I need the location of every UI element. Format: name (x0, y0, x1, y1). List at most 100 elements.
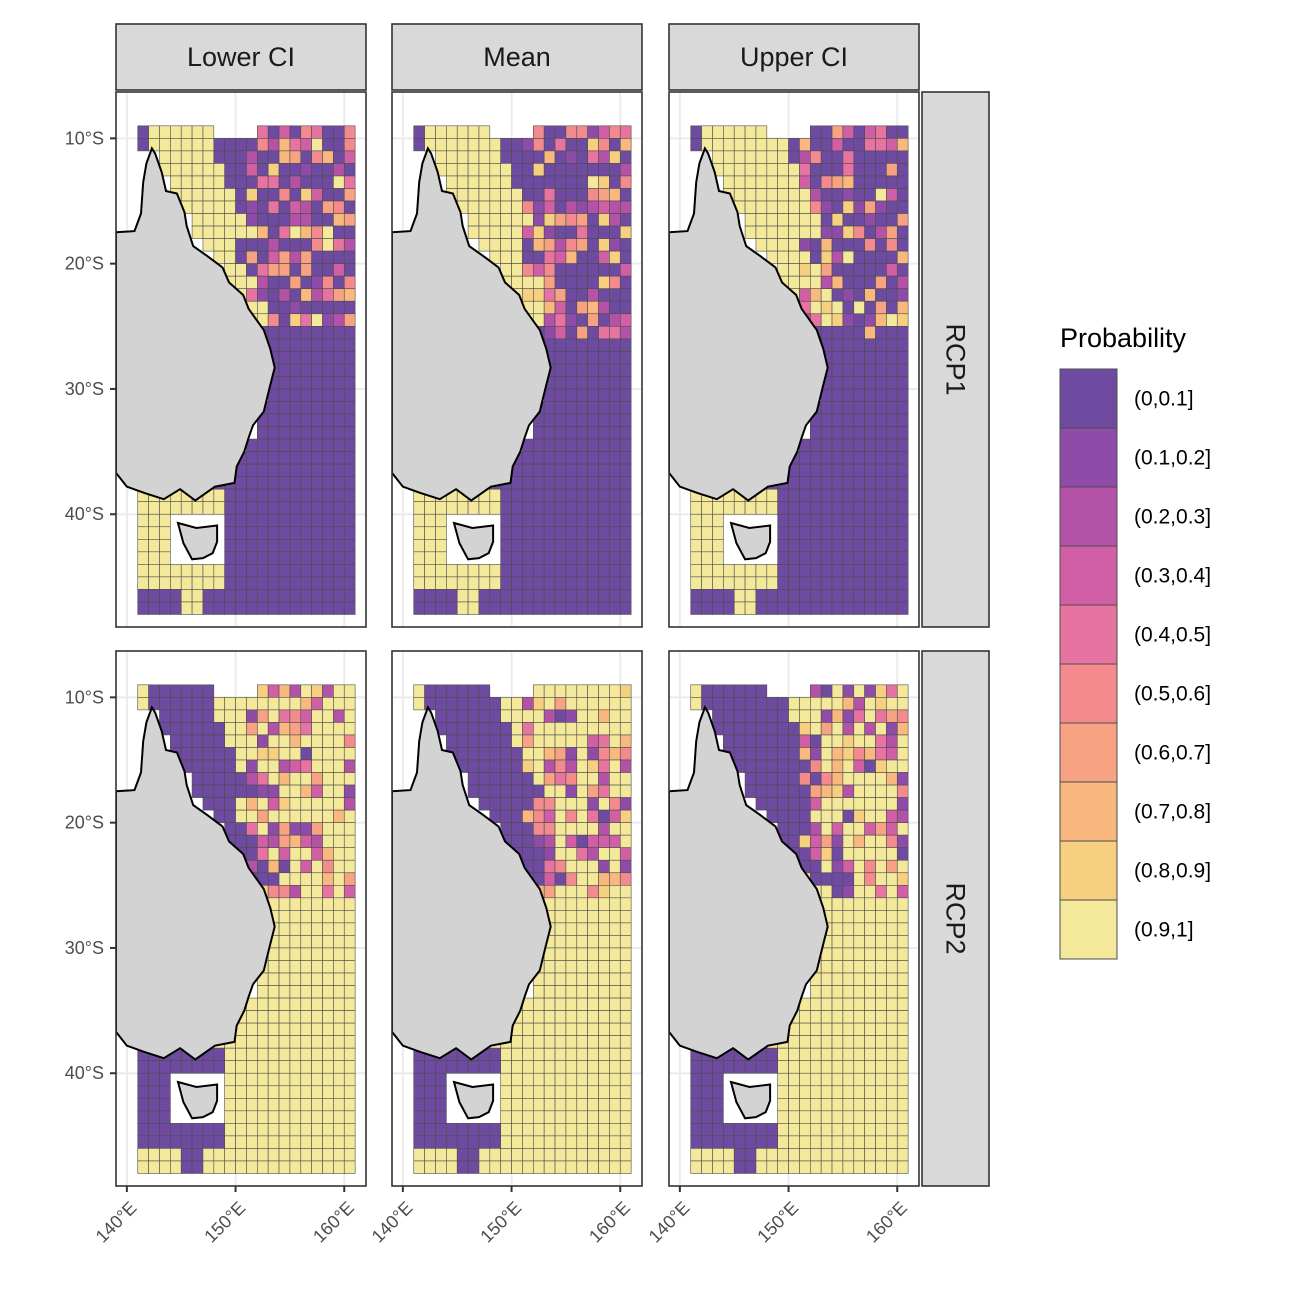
grid-cell (511, 200, 523, 214)
grid-cell (159, 684, 171, 698)
grid-cell (820, 1135, 833, 1149)
grid-cell (311, 684, 323, 698)
grid-cell (598, 1135, 610, 1149)
grid-cell (831, 1148, 844, 1162)
grid-cell (511, 538, 523, 553)
grid-cell (576, 759, 588, 773)
grid-cell (456, 1135, 469, 1149)
grid-cell (489, 784, 501, 798)
grid-cell (256, 1072, 269, 1087)
grid-cell (256, 722, 269, 736)
grid-cell (766, 138, 779, 152)
grid-cell (619, 300, 632, 315)
grid-cell (256, 513, 269, 528)
grid-cell (511, 759, 523, 773)
grid-cell (267, 1047, 280, 1062)
grid-cell (831, 1035, 844, 1049)
grid-cell (598, 1098, 610, 1112)
grid-cell (799, 1123, 811, 1137)
grid-cell (799, 1010, 811, 1024)
grid-cell (766, 722, 779, 736)
grid-cell (180, 747, 193, 761)
grid-cell (456, 576, 469, 590)
row-strip-label: RCP2 (941, 882, 971, 954)
grid-cell (576, 985, 588, 999)
grid-cell (809, 476, 822, 490)
grid-cell (500, 709, 512, 723)
grid-cell (532, 263, 545, 277)
grid-cell (289, 313, 302, 327)
grid-cell (333, 1110, 345, 1124)
grid-cell (235, 772, 247, 786)
grid-cell (820, 822, 833, 836)
grid-cell (842, 1160, 855, 1174)
grid-cell (598, 1022, 610, 1036)
grid-cell (554, 897, 567, 911)
grid-cell (267, 576, 280, 590)
grid-cell (755, 1148, 768, 1162)
grid-cell (278, 426, 291, 440)
grid-cell (246, 847, 258, 861)
grid-cell (246, 1135, 258, 1149)
grid-cell (755, 1060, 768, 1074)
grid-cell (733, 697, 746, 711)
grid-cell (565, 150, 578, 164)
grid-cell (820, 960, 833, 974)
grid-cell (755, 175, 768, 189)
grid-cell (333, 722, 345, 736)
grid-cell (333, 288, 345, 302)
grid-cell (886, 564, 898, 578)
grid-cell (435, 1098, 447, 1112)
grid-cell (424, 501, 436, 515)
grid-cell (864, 376, 876, 390)
grid-cell (311, 238, 323, 252)
grid-cell (853, 200, 865, 214)
grid-cell (619, 313, 632, 327)
grid-cell (137, 1072, 149, 1087)
grid-cell (587, 1010, 599, 1024)
grid-cell (619, 1148, 632, 1162)
grid-cell (278, 413, 291, 427)
grid-cell (777, 488, 789, 503)
grid-cell (799, 709, 811, 723)
grid-cell (300, 413, 312, 427)
grid-cell (478, 1060, 491, 1074)
grid-cell (799, 797, 811, 811)
grid-cell (333, 734, 345, 748)
grid-cell (180, 1135, 193, 1149)
grid-cell (820, 238, 833, 252)
grid-cell (322, 438, 334, 452)
grid-cell (777, 1047, 789, 1062)
grid-cell (788, 513, 800, 528)
grid-cell (311, 722, 323, 736)
grid-cell (343, 275, 356, 290)
grid-cell (246, 772, 258, 786)
grid-cell (300, 125, 312, 139)
grid-cell (256, 551, 269, 565)
grid-cell (478, 175, 491, 189)
legend-key (1059, 663, 1118, 724)
grid-cell (565, 1098, 578, 1112)
grid-cell (202, 772, 215, 786)
grid-cell (522, 538, 534, 553)
grid-cell (333, 225, 345, 239)
grid-cell (278, 947, 291, 961)
grid-cell (311, 401, 323, 415)
grid-cell (446, 564, 458, 578)
grid-cell (278, 325, 291, 340)
grid-cell (267, 138, 280, 152)
grid-cell (896, 401, 909, 415)
grid-cell (723, 1123, 735, 1137)
grid-cell (511, 225, 523, 239)
grid-cell (278, 985, 291, 999)
grid-cell (311, 947, 323, 961)
grid-cell (554, 163, 567, 177)
grid-cell (300, 734, 312, 748)
grid-cell (619, 859, 632, 874)
grid-cell (532, 538, 545, 553)
grid-cell (333, 910, 345, 924)
grid-cell (886, 972, 898, 986)
grid-cell (311, 910, 323, 924)
grid-cell (576, 884, 588, 899)
grid-cell (864, 213, 876, 227)
